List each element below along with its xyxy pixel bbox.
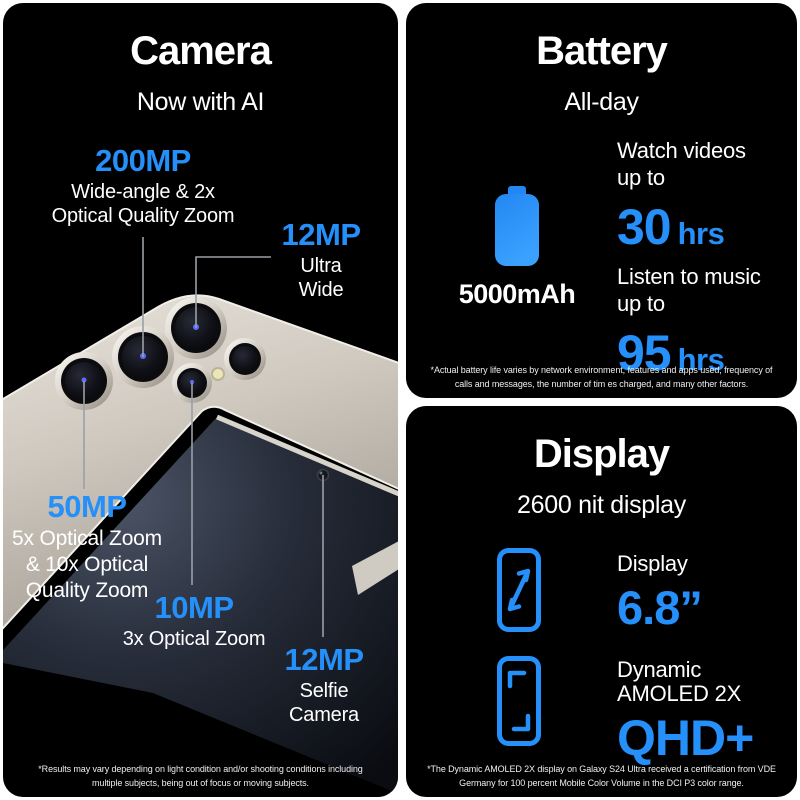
- spec-ultrawide-value: 12MP: [281, 217, 361, 252]
- phone-photo: [3, 237, 398, 794]
- front-phone-frame-edge: [216, 414, 398, 497]
- battery-footnote: *Actual battery life varies by network e…: [430, 365, 773, 389]
- battery-subtitle: All-day: [564, 88, 639, 116]
- battery-capacity: 5000mAh: [458, 279, 576, 309]
- battery-video-value: 30: [617, 199, 672, 255]
- display-resolution-feature: Dynamic AMOLED 2X QHD+: [617, 657, 754, 766]
- camera-footnote: *Results may vary depending on light con…: [38, 764, 363, 788]
- battery-stat-music: Listen to music up to 95 hrs: [617, 263, 761, 382]
- extra-lens-icon: [224, 338, 266, 380]
- display-resolution-value: QHD+: [617, 710, 754, 766]
- camera-subtitle: Now with AI: [136, 88, 265, 116]
- spec-ultrawide-label: Ultra Wide: [298, 254, 344, 302]
- camera-panel: Camera Now with AI 200MP Wide-angle & 2x…: [3, 3, 398, 797]
- battery-title: Battery: [536, 29, 668, 73]
- spec-selfie: 12MP Selfie Camera: [284, 642, 364, 728]
- battery-video-desc: Watch videos up to: [617, 138, 746, 190]
- battery-music-value: 95: [617, 325, 672, 381]
- callout-line-ultrawide: [195, 256, 271, 328]
- display-title: Display: [533, 432, 670, 476]
- spec-50mp-label: 5x Optical Zoom & 10x Optical Quality Zo…: [12, 526, 162, 602]
- battery-panel: Battery All-day 5000mAh Watch videos up …: [406, 3, 797, 398]
- phone-size-icon: [497, 548, 541, 632]
- spec-200mp: 200MP Wide-angle & 2x Optical Quality Zo…: [51, 143, 235, 229]
- display-size-label: Display: [617, 551, 688, 576]
- flash-led-icon: [211, 367, 225, 381]
- spec-10mp-value: 10MP: [154, 590, 234, 625]
- battery-music-unit: hrs: [677, 342, 725, 377]
- display-subtitle: 2600 nit display: [517, 491, 686, 519]
- front-phone-side-highlight: [352, 541, 398, 595]
- spec-200mp-value: 200MP: [95, 143, 191, 178]
- spec-selfie-value: 12MP: [284, 642, 364, 677]
- display-size-value: 6.8”: [617, 581, 703, 634]
- battery-icon: [495, 186, 539, 266]
- display-footnote: *The Dynamic AMOLED 2X display on Galaxy…: [427, 764, 776, 788]
- spec-50mp: 50MP 5x Optical Zoom & 10x Optical Quali…: [12, 489, 162, 604]
- battery-music-desc: Listen to music up to: [617, 264, 761, 316]
- spec-200mp-label: Wide-angle & 2x Optical Quality Zoom: [51, 180, 235, 228]
- spec-10mp-label: 3x Optical Zoom: [122, 627, 266, 650]
- front-phone-screen: [3, 417, 398, 794]
- spec-ultrawide: 12MP Ultra Wide: [281, 217, 361, 303]
- display-panel: Display 2600 nit display Display 6.8” Dy…: [406, 406, 797, 797]
- phone-resolution-icon: [497, 656, 541, 746]
- battery-video-unit: hrs: [677, 216, 725, 251]
- camera-title: Camera: [130, 29, 272, 73]
- spec-50mp-value: 50MP: [47, 489, 127, 524]
- spec-10mp: 10MP 3x Optical Zoom: [122, 590, 266, 651]
- battery-stat-video: Watch videos up to 30 hrs: [617, 137, 746, 256]
- display-size-feature: Display 6.8”: [617, 551, 703, 634]
- spec-selfie-label: Selfie Camera: [289, 679, 359, 727]
- display-resolution-label: Dynamic AMOLED 2X: [617, 657, 742, 706]
